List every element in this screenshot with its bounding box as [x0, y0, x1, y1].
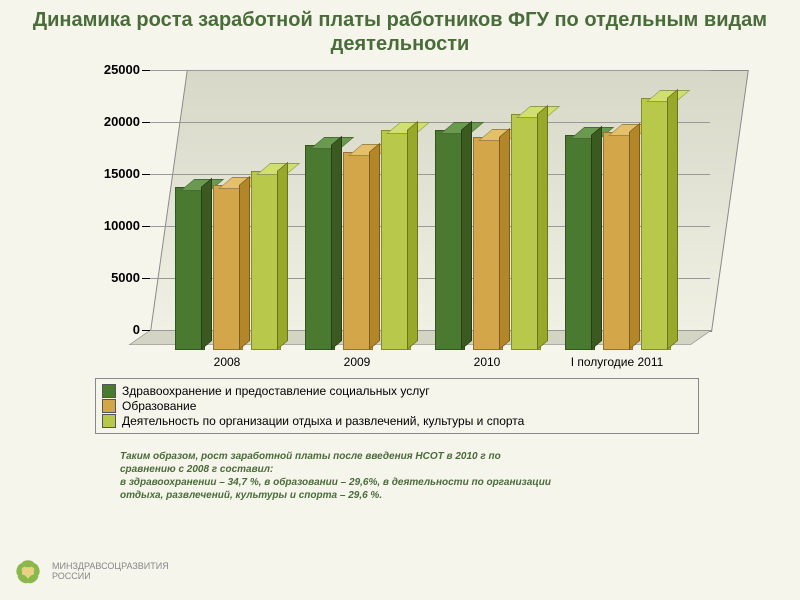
legend-label: Образование	[122, 399, 196, 413]
logo: МИНЗДРАВСОЦРАЗВИТИЯ РОССИИ	[10, 554, 169, 590]
legend-item: Здравоохранение и предоставление социаль…	[102, 384, 692, 398]
bar-side	[407, 120, 418, 350]
ytick-label: 5000	[80, 270, 140, 285]
footnote-line: в здравоохранении – 34,7 %, в образовани…	[120, 476, 660, 489]
legend-swatch	[102, 384, 116, 398]
bar	[381, 132, 409, 350]
bar	[213, 187, 241, 350]
legend: Здравоохранение и предоставление социаль…	[95, 378, 699, 434]
footnote-line: отдыха, развлечений, культуры и спорта –…	[120, 489, 660, 502]
legend-item: Образование	[102, 399, 692, 413]
legend-label: Деятельность по организации отдыха и раз…	[122, 414, 524, 428]
page-title: Динамика роста заработной платы работник…	[0, 0, 800, 60]
ytick-mark	[142, 226, 150, 227]
bar-side	[499, 128, 510, 350]
bar-side	[629, 122, 640, 350]
bar-side	[239, 176, 250, 350]
ytick-mark	[142, 330, 150, 331]
ytick-label: 15000	[80, 166, 140, 181]
bar-side	[461, 120, 472, 350]
footnote-line: Таким образом, рост заработной платы пос…	[120, 450, 660, 463]
ytick-label: 25000	[80, 62, 140, 77]
footnote: Таким образом, рост заработной платы пос…	[120, 450, 660, 502]
bar	[343, 154, 371, 350]
legend-swatch	[102, 399, 116, 413]
xtick-label: I полугодие 2011	[557, 355, 677, 369]
xtick-label: 2010	[427, 355, 547, 369]
bar	[511, 116, 539, 350]
bar-side	[369, 143, 380, 350]
ytick-mark	[142, 278, 150, 279]
logo-line2: РОССИИ	[52, 572, 169, 582]
logo-text: МИНЗДРАВСОЦРАЗВИТИЯ РОССИИ	[52, 562, 169, 582]
bar-side	[331, 136, 342, 350]
bar-side	[591, 126, 602, 350]
ytick-label: 10000	[80, 218, 140, 233]
legend-swatch	[102, 414, 116, 428]
ytick-label: 0	[80, 322, 140, 337]
bar-side	[537, 105, 548, 350]
bar	[473, 139, 501, 350]
footnote-line: сравнению с 2008 г составил:	[120, 463, 660, 476]
gridline	[150, 70, 710, 71]
chart: 0500010000150002000025000 200820092010I …	[80, 70, 720, 350]
bar	[603, 134, 631, 350]
legend-item: Деятельность по организации отдыха и раз…	[102, 414, 692, 428]
bar	[435, 132, 463, 350]
ytick-mark	[142, 122, 150, 123]
xtick-label: 2008	[167, 355, 287, 369]
xtick-label: 2009	[297, 355, 417, 369]
bar	[305, 147, 333, 350]
legend-label: Здравоохранение и предоставление социаль…	[122, 384, 430, 398]
bar	[565, 137, 593, 350]
bar-side	[201, 178, 212, 350]
ytick-label: 20000	[80, 114, 140, 129]
bar-side	[277, 162, 288, 350]
logo-icon	[10, 554, 46, 590]
ytick-mark	[142, 174, 150, 175]
bar	[175, 189, 203, 350]
bar-side	[667, 89, 678, 350]
slide: Динамика роста заработной платы работник…	[0, 0, 800, 600]
bar	[251, 173, 279, 350]
ytick-mark	[142, 70, 150, 71]
bar	[641, 100, 669, 350]
